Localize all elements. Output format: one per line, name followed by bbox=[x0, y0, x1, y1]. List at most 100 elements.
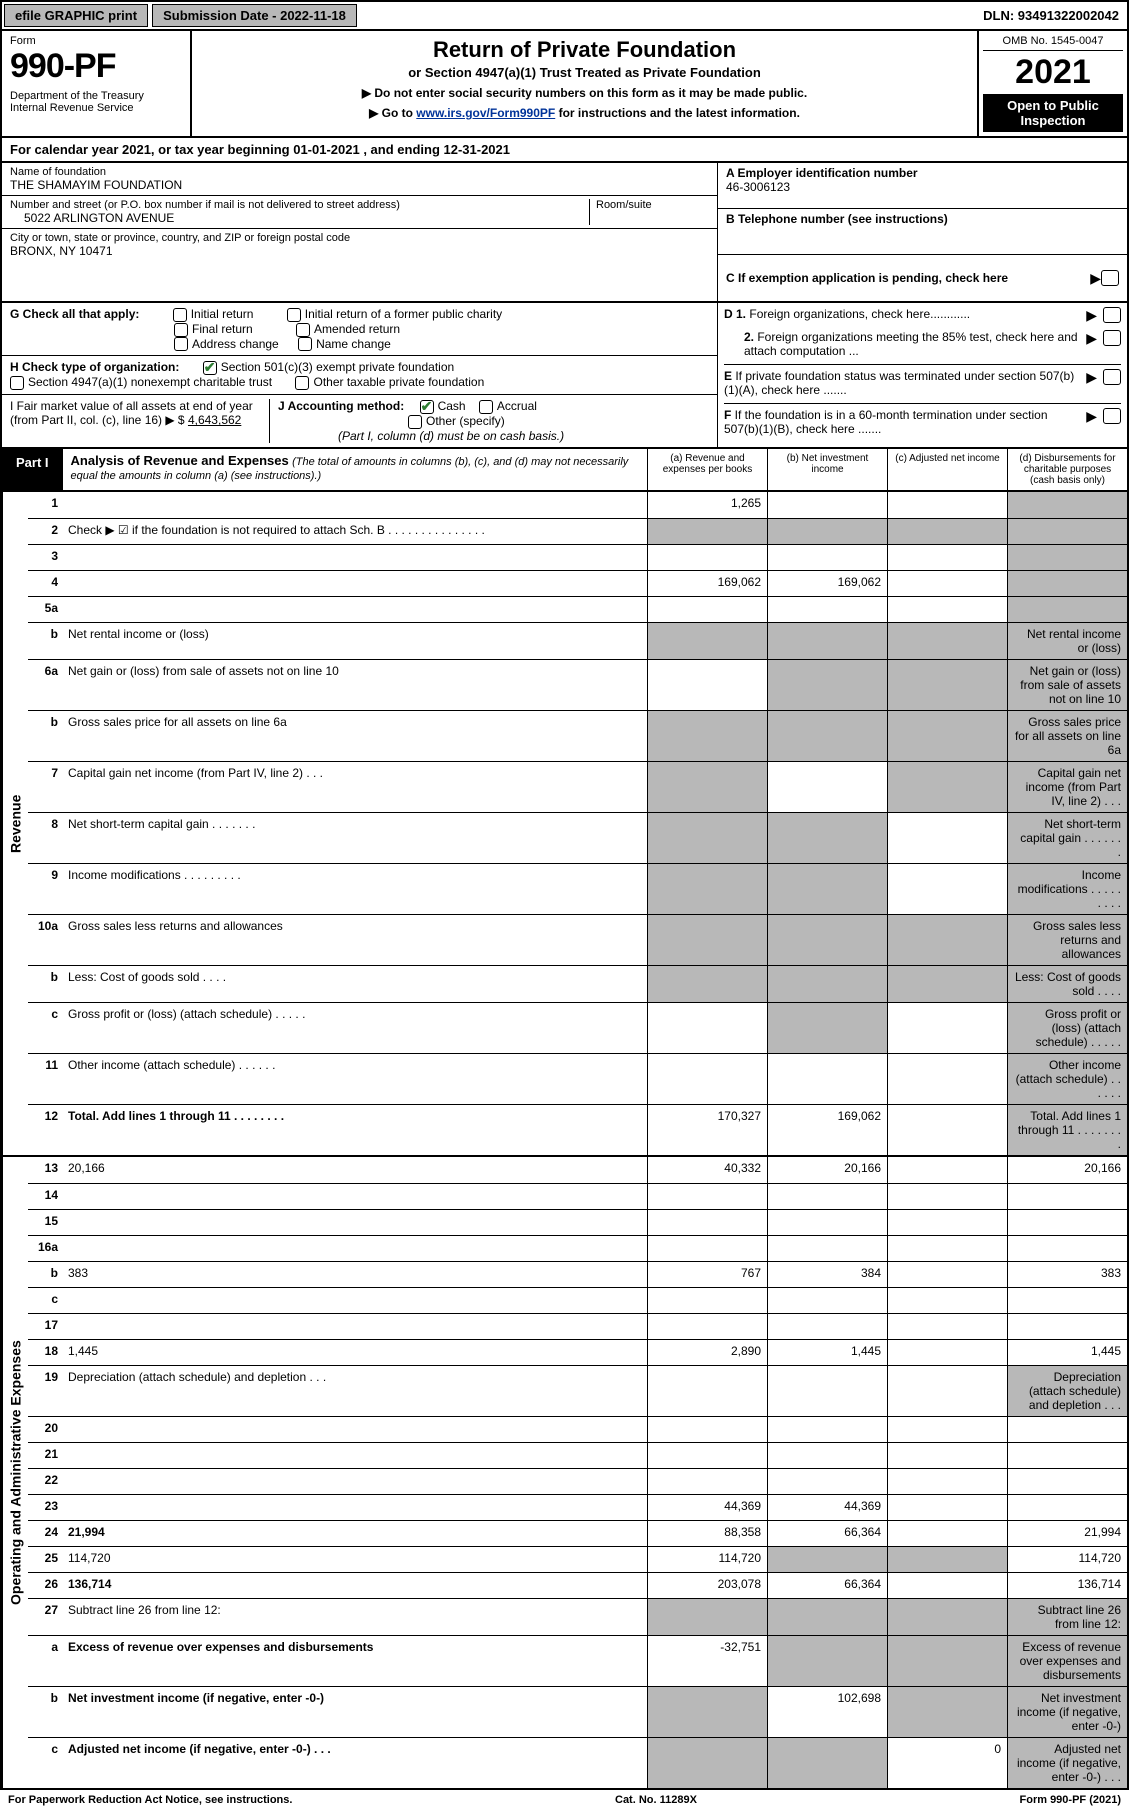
cell-a bbox=[647, 1210, 767, 1235]
cell-b bbox=[767, 762, 887, 812]
room-label: Room/suite bbox=[589, 199, 709, 225]
expense-rows: 1320,16640,33220,16620,166141516ab383767… bbox=[28, 1157, 1127, 1788]
cell-c bbox=[887, 1314, 1007, 1339]
cell-d bbox=[1007, 545, 1127, 570]
table-row: aExcess of revenue over expenses and dis… bbox=[28, 1635, 1127, 1686]
j-other-checkbox[interactable] bbox=[408, 415, 422, 429]
row-desc: Adjusted net income (if negative, enter … bbox=[62, 1738, 647, 1788]
cell-b: 384 bbox=[767, 1262, 887, 1287]
row-number: 2 bbox=[28, 519, 62, 544]
j-cash: Cash bbox=[438, 399, 466, 413]
cell-c bbox=[887, 915, 1007, 965]
cell-b bbox=[767, 660, 887, 710]
id-right: A Employer identification number 46-3006… bbox=[717, 163, 1127, 301]
cell-c bbox=[887, 623, 1007, 659]
row-desc: Gross sales price for all assets on line… bbox=[62, 711, 647, 761]
cell-c bbox=[887, 1184, 1007, 1209]
cell-b bbox=[767, 1417, 887, 1442]
f-checkbox[interactable] bbox=[1103, 408, 1121, 424]
table-row: 19Depreciation (attach schedule) and dep… bbox=[28, 1365, 1127, 1416]
row-desc bbox=[62, 1314, 647, 1339]
g-address-checkbox[interactable] bbox=[174, 337, 188, 351]
row-number: c bbox=[28, 1738, 62, 1788]
g-initial-public-checkbox[interactable] bbox=[287, 308, 301, 322]
d2-checkbox[interactable] bbox=[1103, 330, 1121, 346]
row-number: 22 bbox=[28, 1469, 62, 1494]
id-block: Name of foundation THE SHAMAYIM FOUNDATI… bbox=[0, 163, 1129, 303]
e-checkbox[interactable] bbox=[1103, 369, 1121, 385]
g-initial-checkbox[interactable] bbox=[173, 308, 187, 322]
cell-a bbox=[647, 1054, 767, 1104]
cell-c bbox=[887, 813, 1007, 863]
cell-d: 383 bbox=[1007, 1262, 1127, 1287]
row-number: b bbox=[28, 1687, 62, 1737]
cell-d bbox=[1007, 571, 1127, 596]
table-row: 22 bbox=[28, 1468, 1127, 1494]
cell-b: 44,369 bbox=[767, 1495, 887, 1520]
cell-d: Other income (attach schedule) . . . . .… bbox=[1007, 1054, 1127, 1104]
name-label: Name of foundation bbox=[10, 166, 709, 178]
col-b-head: (b) Net investment income bbox=[767, 449, 887, 490]
row-number: 21 bbox=[28, 1443, 62, 1468]
table-row: 16a bbox=[28, 1235, 1127, 1261]
cell-c bbox=[887, 966, 1007, 1002]
calendar-year-row: For calendar year 2021, or tax year begi… bbox=[0, 138, 1129, 163]
cell-b bbox=[767, 864, 887, 914]
cell-c bbox=[887, 545, 1007, 570]
cell-a bbox=[647, 1236, 767, 1261]
e-item: E If private foundation status was termi… bbox=[724, 364, 1121, 397]
h-501c3-checkbox[interactable] bbox=[203, 361, 217, 375]
ghij-right: D 1. D 1. Foreign organizations, check h… bbox=[717, 303, 1127, 447]
cell-b bbox=[767, 1443, 887, 1468]
g-amended-checkbox[interactable] bbox=[296, 323, 310, 337]
form-label: Form bbox=[10, 35, 182, 47]
cell-c bbox=[887, 1236, 1007, 1261]
exemption-checkbox[interactable] bbox=[1101, 270, 1119, 286]
row-number: 4 bbox=[28, 571, 62, 596]
j-accrual-checkbox[interactable] bbox=[479, 400, 493, 414]
cell-a bbox=[647, 519, 767, 544]
table-row: 12Total. Add lines 1 through 11 . . . . … bbox=[28, 1104, 1127, 1155]
cell-d: 1,445 bbox=[1007, 1340, 1127, 1365]
h-opt-3: Other taxable private foundation bbox=[313, 375, 484, 389]
footer: For Paperwork Reduction Act Notice, see … bbox=[0, 1790, 1129, 1810]
cell-b bbox=[767, 1469, 887, 1494]
cell-a bbox=[647, 1469, 767, 1494]
open-inspection: Open to Public Inspection bbox=[983, 94, 1123, 132]
table-row: 26136,714203,07866,364136,714 bbox=[28, 1572, 1127, 1598]
ein-value: 46-3006123 bbox=[726, 180, 1119, 194]
row-desc: Gross sales less returns and allowances bbox=[62, 915, 647, 965]
cell-c bbox=[887, 597, 1007, 622]
cell-a bbox=[647, 1184, 767, 1209]
table-row: cAdjusted net income (if negative, enter… bbox=[28, 1737, 1127, 1788]
cell-a bbox=[647, 1599, 767, 1635]
cell-b bbox=[767, 492, 887, 518]
g-final-checkbox[interactable] bbox=[174, 323, 188, 337]
cell-a bbox=[647, 660, 767, 710]
expense-table: Operating and Administrative Expenses 13… bbox=[0, 1157, 1129, 1790]
cell-d: Less: Cost of goods sold . . . . bbox=[1007, 966, 1127, 1002]
cell-c bbox=[887, 864, 1007, 914]
form-title: Return of Private Foundation bbox=[202, 37, 967, 63]
row-number: 14 bbox=[28, 1184, 62, 1209]
d1-checkbox[interactable] bbox=[1103, 307, 1121, 323]
cell-c bbox=[887, 1599, 1007, 1635]
table-row: 1320,16640,33220,16620,166 bbox=[28, 1157, 1127, 1183]
cell-c bbox=[887, 1003, 1007, 1053]
row-desc bbox=[62, 597, 647, 622]
cell-b bbox=[767, 1599, 887, 1635]
form-subtitle: or Section 4947(a)(1) Trust Treated as P… bbox=[202, 65, 967, 80]
j-cash-checkbox[interactable] bbox=[420, 400, 434, 414]
cell-c bbox=[887, 1417, 1007, 1442]
g-name-checkbox[interactable] bbox=[298, 337, 312, 351]
irs-link[interactable]: www.irs.gov/Form990PF bbox=[416, 106, 555, 120]
footer-left: For Paperwork Reduction Act Notice, see … bbox=[8, 1794, 292, 1806]
h-4947-checkbox[interactable] bbox=[10, 376, 24, 390]
h-other-checkbox[interactable] bbox=[295, 376, 309, 390]
dept-label: Department of the Treasury Internal Reve… bbox=[10, 90, 182, 114]
efile-button[interactable]: efile GRAPHIC print bbox=[4, 4, 148, 27]
exemption-cell: C If exemption application is pending, c… bbox=[718, 255, 1127, 301]
table-row: 5a bbox=[28, 596, 1127, 622]
part1-header: Part I Analysis of Revenue and Expenses … bbox=[0, 449, 1129, 492]
ghij-section: G Check all that apply: Initial return I… bbox=[0, 303, 1129, 449]
